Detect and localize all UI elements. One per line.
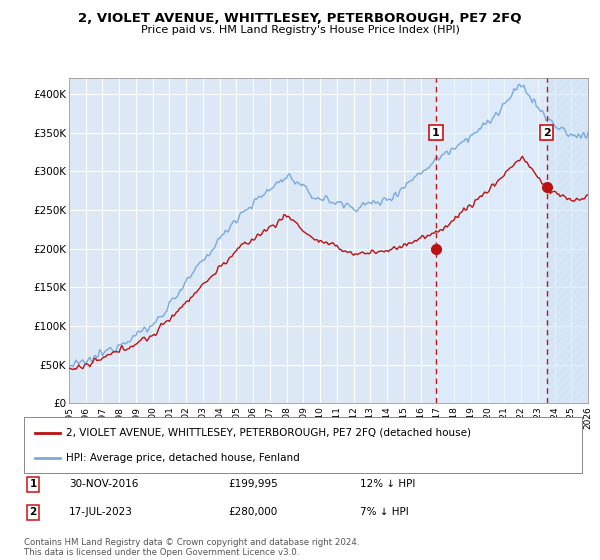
Text: HPI: Average price, detached house, Fenland: HPI: Average price, detached house, Fenl… (66, 452, 299, 463)
Text: 1: 1 (29, 479, 37, 489)
Text: £280,000: £280,000 (228, 507, 277, 517)
Text: 12% ↓ HPI: 12% ↓ HPI (360, 479, 415, 489)
Text: Contains HM Land Registry data © Crown copyright and database right 2024.
This d: Contains HM Land Registry data © Crown c… (24, 538, 359, 557)
Text: 2, VIOLET AVENUE, WHITTLESEY, PETERBOROUGH, PE7 2FQ: 2, VIOLET AVENUE, WHITTLESEY, PETERBOROU… (78, 12, 522, 25)
Bar (436, 78, 588, 403)
Text: 2: 2 (29, 507, 37, 517)
Bar (547, 78, 588, 403)
Text: 30-NOV-2016: 30-NOV-2016 (69, 479, 139, 489)
Text: Price paid vs. HM Land Registry's House Price Index (HPI): Price paid vs. HM Land Registry's House … (140, 25, 460, 35)
Text: 1: 1 (432, 128, 440, 138)
Text: £199,995: £199,995 (228, 479, 278, 489)
Text: 2: 2 (543, 128, 551, 138)
Text: 17-JUL-2023: 17-JUL-2023 (69, 507, 133, 517)
Text: 7% ↓ HPI: 7% ↓ HPI (360, 507, 409, 517)
Text: 2, VIOLET AVENUE, WHITTLESEY, PETERBOROUGH, PE7 2FQ (detached house): 2, VIOLET AVENUE, WHITTLESEY, PETERBOROU… (66, 428, 471, 438)
